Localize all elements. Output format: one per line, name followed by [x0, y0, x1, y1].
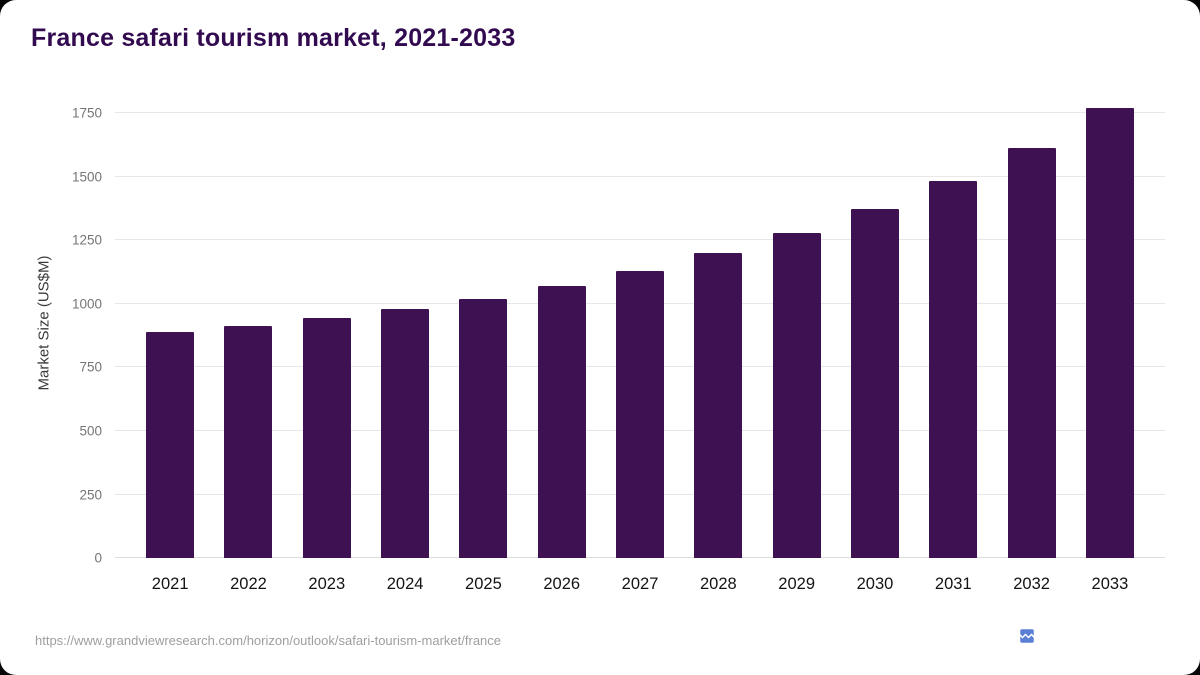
bar-2033 — [1085, 108, 1134, 558]
x-tick-label-2026: 2026 — [543, 575, 581, 593]
bar-slot-2029 — [758, 88, 836, 558]
bar-series — [115, 88, 1165, 558]
gridline-1500 — [115, 175, 1165, 177]
bar-2027 — [616, 271, 665, 558]
bar-slot-2031 — [914, 88, 992, 558]
x-axis-tick-labels: 2021 2022 2023 2024 2025 2026 2027 2028 2029 2030… — [115, 560, 1165, 594]
bar-2022 — [224, 325, 273, 558]
bar-2024 — [381, 309, 430, 558]
bar-2021 — [146, 331, 195, 558]
x-tick-label-2029: 2029 — [778, 575, 816, 593]
source-url: https://www.grandviewresearch.com/horizo… — [35, 633, 502, 648]
bar-slot-2027 — [601, 88, 679, 558]
bar-slot-2023 — [288, 88, 366, 558]
x-tick-label-2024: 2024 — [386, 575, 424, 593]
y-tick-label-500: 500 — [79, 423, 102, 439]
bar-slot-2033 — [1071, 88, 1149, 558]
y-tick-label-750: 750 — [79, 359, 102, 375]
bar-2028 — [694, 253, 743, 558]
bar-2031 — [929, 180, 978, 558]
x-tick-label-2021: 2021 — [151, 575, 189, 593]
y-tick-label-1750: 1750 — [71, 105, 102, 121]
bar-2032 — [1007, 147, 1056, 558]
y-tick-label-1250: 1250 — [71, 232, 102, 248]
y-tick-label-1000: 1000 — [71, 296, 102, 312]
bar-slot-2030 — [836, 88, 914, 558]
gridline-1750 — [115, 112, 1165, 114]
bar-slot-2022 — [209, 88, 287, 558]
x-tick-label-2030: 2030 — [856, 575, 894, 593]
bar-2025 — [459, 298, 508, 558]
x-tick-label-2033: 2033 — [1091, 575, 1129, 593]
bar-2023 — [302, 317, 351, 558]
bar-slot-2025 — [444, 88, 522, 558]
x-tick-label-2023: 2023 — [308, 575, 346, 593]
x-tick-label-2028: 2028 — [699, 575, 737, 593]
bar-2026 — [537, 286, 586, 558]
gridline-1250 — [115, 239, 1165, 241]
y-tick-label-1500: 1500 — [71, 169, 102, 185]
x-tick-label-2027: 2027 — [621, 575, 659, 593]
bar-slot-2028 — [679, 88, 757, 558]
bar-slot-2032 — [992, 88, 1070, 558]
x-tick-label-2025: 2025 — [465, 575, 502, 593]
bar-2030 — [850, 208, 899, 558]
y-tick-label-0: 0 — [94, 550, 102, 566]
bar-2029 — [772, 232, 821, 558]
y-axis-tick-labels: 0 250 500 750 1000 1250 1500 1750 — [0, 88, 102, 566]
x-tick-label-2022: 2022 — [230, 575, 267, 593]
plot-area — [115, 88, 1165, 558]
broken-image-icon — [1020, 629, 1034, 643]
bar-slot-2026 — [523, 88, 601, 558]
chart-title: France safari tourism market, 2021-2033 — [31, 24, 516, 52]
y-tick-label-250: 250 — [79, 487, 102, 502]
x-tick-label-2032: 2032 — [1013, 575, 1050, 593]
bar-slot-2021 — [131, 88, 209, 558]
bar-slot-2024 — [366, 88, 444, 558]
x-tick-label-2031: 2031 — [934, 575, 972, 593]
